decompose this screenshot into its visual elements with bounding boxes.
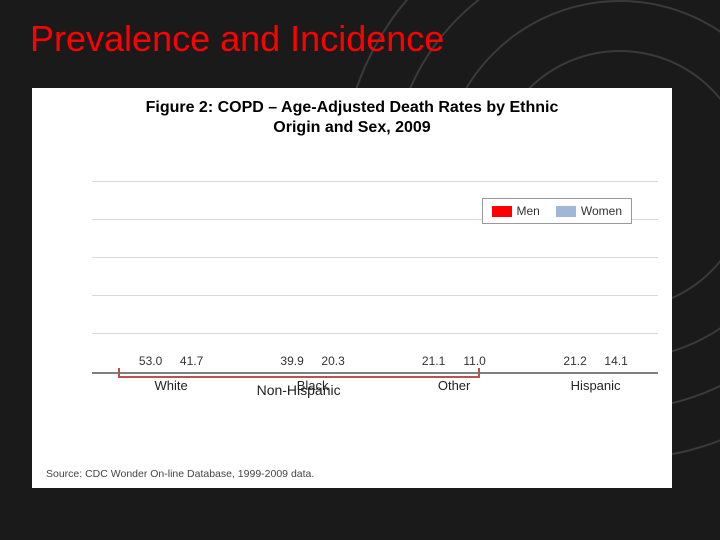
category-label: Hispanic — [556, 378, 635, 393]
plot-area-wrap: 53.041.7White39.920.3Black21.111.0Other2… — [46, 144, 658, 394]
chart-title-line2: Origin and Sex, 2009 — [273, 119, 430, 136]
legend-item: Women — [556, 204, 622, 218]
legend-swatch — [492, 206, 512, 217]
bar-value-label: 21.1 — [422, 354, 445, 368]
group-bracket — [118, 368, 480, 378]
plot-area: 53.041.7White39.920.3Black21.111.0Other2… — [92, 144, 658, 374]
gridline — [92, 257, 658, 258]
legend-label: Women — [581, 204, 622, 218]
chart-legend: Men Women — [482, 198, 632, 224]
bar-value-label: 53.0 — [139, 354, 162, 368]
bar-value-label: 20.3 — [321, 354, 344, 368]
chart-footnote: Source: CDC Wonder On-line Database, 199… — [46, 468, 314, 480]
chart-panel: Figure 2: COPD – Age-Adjusted Death Rate… — [32, 88, 672, 488]
bracket-label: Non-Hispanic — [118, 382, 480, 398]
bar-value-label: 41.7 — [180, 354, 203, 368]
legend-label: Men — [517, 204, 540, 218]
gridline — [92, 295, 658, 296]
bar-value-label: 14.1 — [604, 354, 627, 368]
chart-title-line1: Figure 2: COPD – Age-Adjusted Death Rate… — [146, 99, 559, 116]
bar-value-label: 21.2 — [563, 354, 586, 368]
bar-value-label: 11.0 — [463, 354, 485, 368]
gridline — [92, 181, 658, 182]
bar-value-label: 39.9 — [280, 354, 303, 368]
legend-item: Men — [492, 204, 540, 218]
legend-swatch — [556, 206, 576, 217]
chart-title: Figure 2: COPD – Age-Adjusted Death Rate… — [46, 98, 658, 138]
slide-title: Prevalence and Incidence — [30, 18, 444, 60]
gridline — [92, 333, 658, 334]
